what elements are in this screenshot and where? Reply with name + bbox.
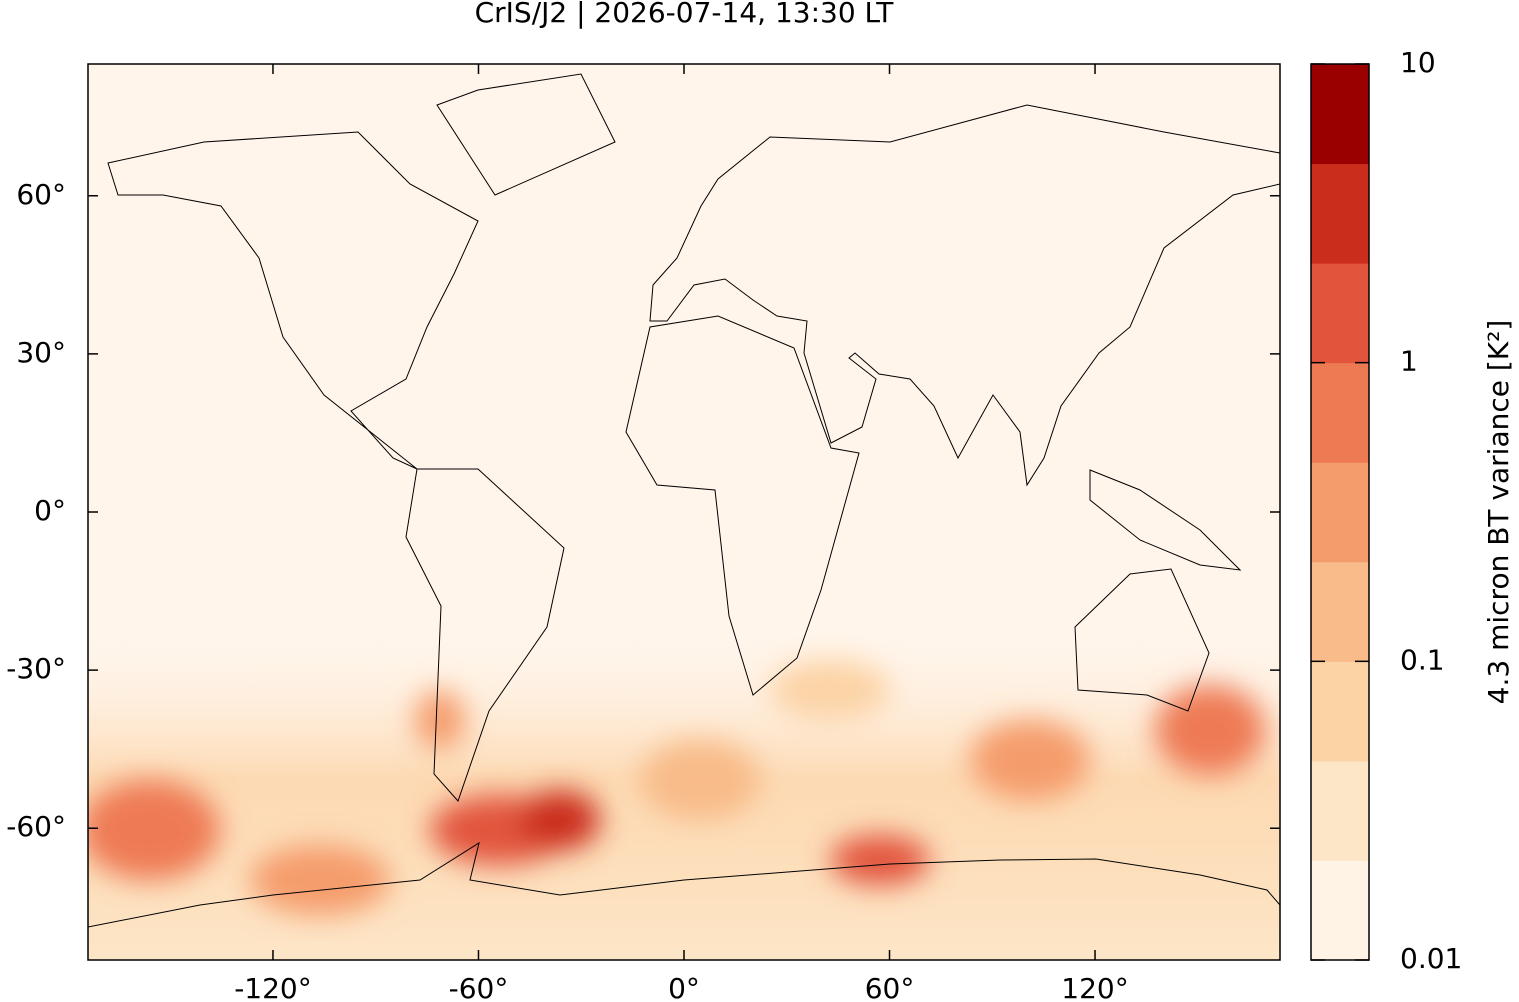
field-blobs (88, 660, 1265, 915)
y-tick-label: -60° (6, 810, 66, 843)
colorbar-band (1311, 661, 1369, 762)
y-tick-label: 0° (34, 494, 66, 527)
colorbar-band (1311, 860, 1369, 961)
x-tick-label: -120° (234, 972, 312, 1002)
x-tick-label: 0° (668, 972, 700, 1002)
colorbar-label: 4.3 micron BT variance [K²] (1482, 320, 1515, 705)
colorbar-band (1311, 362, 1369, 463)
map-field (88, 64, 1280, 960)
y-tick-label: -30° (6, 652, 66, 685)
colorbar-tick-label: 1 (1400, 345, 1418, 378)
chart-title: CrIS/J2 | 2026-07-14, 13:30 LT (475, 0, 895, 29)
x-tick-label: -60° (449, 972, 509, 1002)
colorbar-band (1311, 760, 1369, 861)
colorbar-frame (1310, 63, 1370, 961)
colorbar-tick-label: 0.01 (1400, 942, 1462, 975)
x-tick-label: 60° (865, 972, 915, 1002)
colorbar-band (1311, 163, 1369, 264)
y-tick-label: 60° (16, 178, 66, 211)
coastlines (88, 73, 1280, 928)
x-tick-label: 120° (1061, 972, 1128, 1002)
y-tick-label: 30° (16, 336, 66, 369)
colorbar-tick-label: 10 (1400, 46, 1436, 79)
colorbar-band (1311, 64, 1369, 165)
colorbar-tick-label: 0.1 (1400, 643, 1445, 676)
colorbar-band (1311, 462, 1369, 563)
colorbar-band (1311, 561, 1369, 662)
colorbar-band (1311, 263, 1369, 364)
